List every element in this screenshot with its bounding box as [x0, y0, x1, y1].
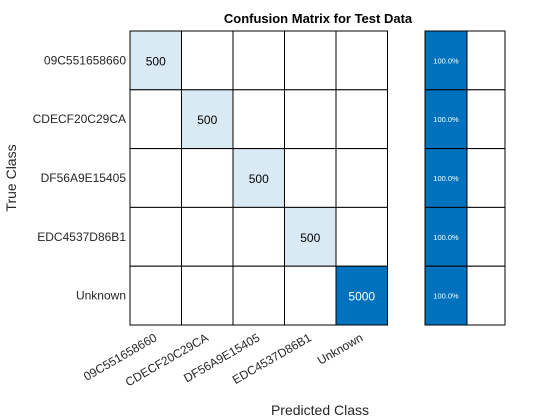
- row-summary-incorrect-cell: [466, 265, 506, 326]
- matrix-cell: [181, 148, 234, 208]
- row-summary-incorrect-cell: [466, 206, 506, 267]
- row-summary-cells: 100.0% 100.0% 100.0% 100.0% 100.0%: [424, 30, 506, 326]
- matrix-cell: [232, 265, 285, 326]
- row-summary-correct-cell: [424, 148, 468, 208]
- matrix-cell: [181, 265, 234, 326]
- y-tick-label: EDC4537D86B1: [37, 230, 126, 244]
- matrix-cell: [284, 265, 337, 326]
- y-tick-label: Unknown: [76, 289, 126, 303]
- matrix-cell: [335, 206, 388, 267]
- matrix-cell: [232, 206, 285, 267]
- y-tick-label: CDECF20C29CA: [33, 112, 126, 126]
- matrix-cell: [129, 206, 182, 267]
- matrix-cell: [335, 30, 388, 91]
- cell-value-label: 500: [249, 172, 269, 186]
- matrix-cell: [129, 30, 182, 91]
- x-tick-labels: 09C551658660CDECF20C29CADF56A9E15405EDC4…: [81, 330, 365, 389]
- matrix-cell: [335, 265, 388, 326]
- matrix-cell: [232, 89, 285, 150]
- matrix-cell: [181, 89, 234, 150]
- matrix-cell: [335, 89, 388, 150]
- matrix-cell: [129, 265, 182, 326]
- row-summary-label: 100.0%: [433, 233, 459, 242]
- matrix-cell: [284, 148, 337, 208]
- row-summary-incorrect-cell: [466, 148, 506, 208]
- matrix-cell: [335, 148, 388, 208]
- y-tick-label: 09C551658660: [44, 53, 126, 67]
- matrix-cell: [232, 30, 285, 91]
- row-summary-label: 100.0%: [433, 292, 459, 301]
- chart-title: Confusion Matrix for Test Data: [224, 11, 413, 26]
- cell-value-label: 5000: [348, 290, 375, 304]
- cell-value-label: 500: [197, 113, 217, 127]
- row-summary-label: 100.0%: [433, 174, 459, 183]
- matrix-cell: [232, 148, 285, 208]
- matrix-cell: [284, 89, 337, 150]
- row-summary-label: 100.0%: [433, 115, 459, 124]
- row-summary-correct-cell: [424, 265, 468, 326]
- x-tick-label: Unknown: [315, 330, 365, 367]
- cell-value-label: 500: [300, 231, 320, 245]
- matrix-cell: [284, 30, 337, 91]
- row-summary-incorrect-cell: [466, 89, 506, 150]
- row-summary-label: 100.0%: [433, 56, 459, 65]
- row-summary-correct-cell: [424, 30, 468, 91]
- y-tick-labels: 09C551658660 CDECF20C29CA DF56A9E15405 EDC4…: [33, 53, 127, 302]
- x-axis-label: Predicted Class: [271, 402, 369, 418]
- matrix-cells: 500 500 500 500 5000: [129, 30, 388, 326]
- matrix-cell: [129, 89, 182, 150]
- matrix-cell: [181, 30, 234, 91]
- matrix-cell: [129, 148, 182, 208]
- cell-value-label: 500: [146, 54, 166, 68]
- matrix-cell: [181, 206, 234, 267]
- y-axis-label: True Class: [3, 144, 19, 211]
- row-summary-incorrect-cell: [466, 30, 506, 91]
- y-tick-label: DF56A9E15405: [41, 171, 127, 185]
